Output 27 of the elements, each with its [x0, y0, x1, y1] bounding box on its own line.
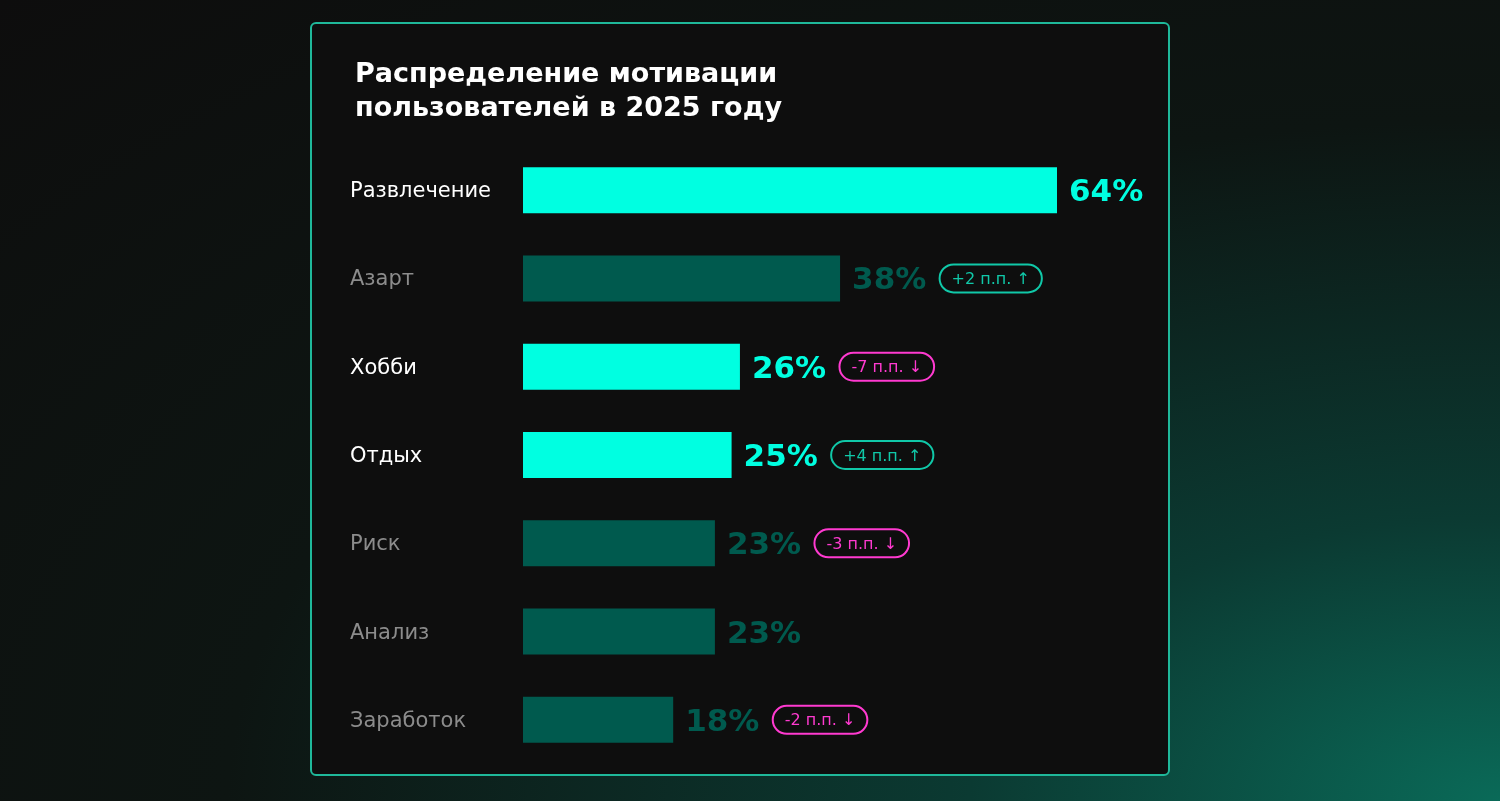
data-label: 25%	[743, 437, 818, 473]
y-tick-label: Развлечение	[350, 178, 492, 203]
annotation: +4 п.п. ↑	[843, 445, 922, 465]
annotation: +2 п.п. ↑	[951, 268, 1030, 288]
y-tick-label: Хобби	[350, 354, 417, 379]
annotation: -7 п.п. ↓	[851, 357, 923, 377]
data-label: 26%	[751, 348, 827, 385]
bar	[523, 167, 1057, 214]
chart-title: Распределение мотивации пользователей в 2025 году	[355, 56, 787, 122]
annotation: -2 п.п. ↓	[784, 710, 856, 730]
data-label: 23%	[726, 613, 802, 650]
y-tick-label: Заработок	[350, 707, 467, 732]
bar	[523, 343, 740, 390]
y-tick-label: Азарт	[350, 266, 414, 291]
bar	[523, 696, 674, 743]
bar	[523, 520, 715, 567]
data-label: 18%	[685, 701, 760, 738]
data-label: 23%	[726, 525, 802, 562]
data-label: 64%	[1069, 172, 1144, 209]
bar	[523, 432, 732, 478]
y-tick-label: Риск	[350, 531, 401, 556]
annotation: -3 п.п. ↓	[826, 533, 898, 553]
data-label: 38%	[852, 260, 927, 297]
bar	[523, 255, 841, 302]
y-tick-label: Отдых	[350, 443, 423, 467]
bar	[523, 608, 715, 655]
y-tick-label: Анализ	[350, 619, 430, 644]
